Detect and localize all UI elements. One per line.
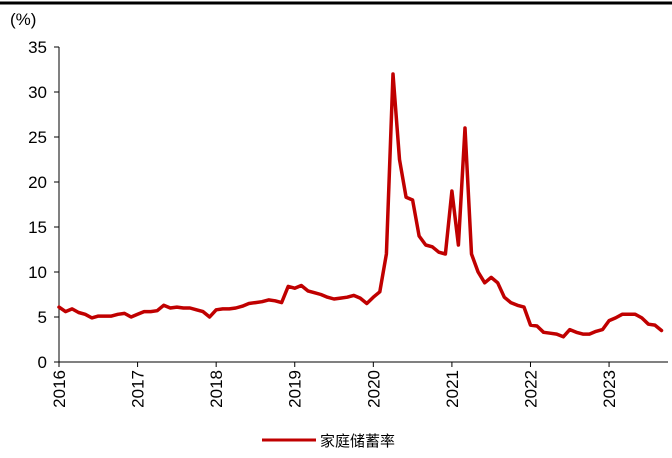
y-tick-label: 20 bbox=[28, 173, 47, 192]
x-tick-label: 2022 bbox=[521, 370, 540, 408]
x-tick-label: 2019 bbox=[286, 370, 305, 408]
x-tick-label: 2020 bbox=[364, 370, 383, 408]
y-tick-label: 10 bbox=[28, 263, 47, 282]
y-tick-label: 30 bbox=[28, 83, 47, 102]
series-line-0 bbox=[57, 72, 664, 339]
legend-label: 家庭储蓄率 bbox=[320, 432, 395, 450]
y-axis: 0 5 10 15 20 25 30 35 bbox=[28, 38, 60, 372]
y-tick-label: 15 bbox=[28, 218, 47, 237]
x-tick-label: 2021 bbox=[443, 370, 462, 408]
y-tick-label: 5 bbox=[38, 308, 47, 327]
x-axis: 2016 2017 2018 2019 2020 2021 2022 2023 bbox=[50, 361, 668, 408]
legend: 家庭储蓄率 bbox=[262, 432, 395, 450]
y-axis-unit-label: (%) bbox=[10, 10, 36, 29]
x-tick-label: 2016 bbox=[50, 370, 69, 408]
x-tick-label: 2023 bbox=[600, 370, 619, 408]
y-tick-label: 35 bbox=[28, 38, 47, 57]
y-tick-label: 0 bbox=[38, 353, 47, 372]
series-layer bbox=[57, 72, 664, 339]
y-tick-label: 25 bbox=[28, 128, 47, 147]
x-tick-label: 2017 bbox=[129, 370, 148, 408]
x-tick-label: 2018 bbox=[207, 370, 226, 408]
